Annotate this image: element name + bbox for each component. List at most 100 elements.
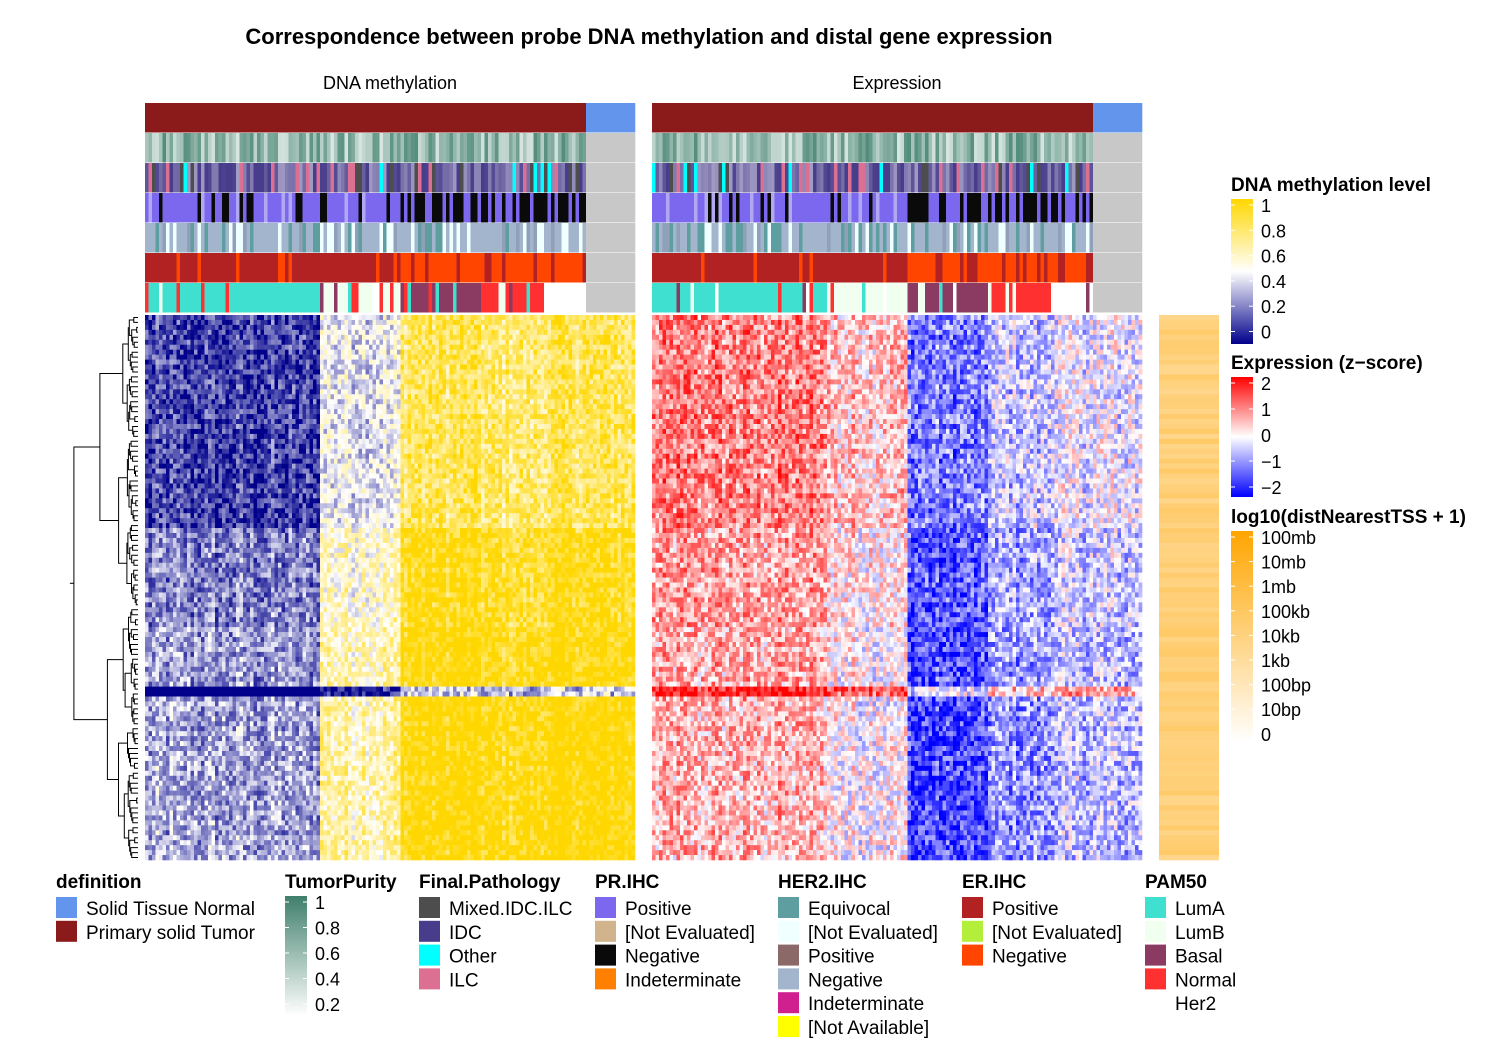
heatmap-cell-methylation (166, 602, 170, 607)
annotation-cell-TumorPurity (243, 133, 247, 163)
heatmap-cell-methylation (177, 374, 181, 379)
annotation-cell-Final.Pathology (1111, 163, 1115, 193)
annotation-cell-PR.IHC (1104, 193, 1108, 223)
annotation-cell-HER2.IHC (904, 223, 908, 253)
heatmap-cell-methylation (240, 464, 244, 469)
heatmap-cell-methylation (226, 340, 230, 345)
annotation-cell-ER.IHC (894, 253, 898, 283)
heatmap-cell-methylation (222, 374, 226, 379)
annotation-cell-PAM50 (957, 283, 961, 313)
heatmap-cell-methylation (187, 389, 191, 394)
annotation-cell-definition (467, 103, 471, 133)
heatmap-cell-methylation (166, 528, 170, 533)
heatmap-cell-methylation (159, 320, 163, 325)
heatmap-cell-methylation (212, 781, 216, 786)
annotation-cell-Final.Pathology (243, 163, 247, 193)
annotation-cell-PAM50 (1072, 283, 1076, 313)
annotation-cell-HER2.IHC (436, 223, 440, 253)
heatmap-cell-methylation (194, 855, 198, 860)
heatmap-cell-methylation (233, 835, 237, 840)
annotation-cell-definition (499, 103, 503, 133)
heatmap-cell-methylation (156, 424, 160, 429)
annotation-cell-PR.IHC (761, 193, 765, 223)
heatmap-bodies (145, 315, 1142, 860)
annotation-cell-PR.IHC (215, 193, 219, 223)
heatmap-cell-methylation (226, 716, 230, 721)
heatmap-cell-methylation (180, 459, 184, 464)
heatmap-cell-methylation (170, 697, 174, 702)
annotation-cell-Final.Pathology (803, 163, 807, 193)
annotation-cell-definition (404, 103, 408, 133)
annotation-cell-PAM50 (775, 283, 779, 313)
heatmap-cell-methylation (159, 716, 163, 721)
heatmap-cell-methylation (166, 389, 170, 394)
heatmap-cell-methylation (166, 588, 170, 593)
heatmap-cell-methylation (159, 389, 163, 394)
heatmap-cell-methylation (159, 315, 163, 320)
annotation-cell-definition (432, 103, 436, 133)
annotation-cell-Final.Pathology (1132, 163, 1136, 193)
heatmap-cell-methylation (156, 483, 160, 488)
heatmap-cell-methylation (152, 360, 156, 365)
annotation-cell-HER2.IHC (768, 223, 772, 253)
heatmap-cell-methylation (236, 810, 240, 815)
annotation-cell-PR.IHC (925, 193, 929, 223)
annotation-cell-TumorPurity (408, 133, 412, 163)
heatmap-cell-methylation (152, 439, 156, 444)
annotation-cell-PAM50 (1093, 283, 1097, 313)
heatmap-cell-methylation (229, 548, 233, 553)
heatmap-cell-methylation (173, 528, 177, 533)
heatmap-cell-methylation (229, 315, 233, 320)
heatmap-cell-methylation (163, 434, 167, 439)
heatmap-cell-methylation (187, 335, 191, 340)
heatmap-cell-methylation (173, 756, 177, 761)
heatmap-cell-methylation (166, 518, 170, 523)
heatmap-cell-methylation (201, 692, 205, 697)
annotation-cell-Final.Pathology (544, 163, 548, 193)
heatmap-cell-methylation (145, 845, 149, 850)
annotation-cell-ER.IHC (775, 253, 779, 283)
heatmap-cell-methylation (180, 439, 184, 444)
annotation-cell-ER.IHC (418, 253, 422, 283)
annotation-cell-TumorPurity (324, 133, 328, 163)
heatmap-cell-methylation (149, 404, 153, 409)
heatmap-cell-methylation (233, 320, 237, 325)
heatmap-cell-methylation (191, 355, 195, 360)
heatmap-cell-methylation (191, 687, 195, 692)
annotation-cell-ER.IHC (918, 253, 922, 283)
heatmap-cell-methylation (163, 558, 167, 563)
heatmap-cell-methylation (184, 464, 188, 469)
annotation-cell-TumorPurity (1069, 133, 1073, 163)
heatmap-cell-methylation (173, 771, 177, 776)
heatmap-cell-methylation (170, 434, 174, 439)
annotation-cell-PAM50 (572, 283, 576, 313)
annotation-cell-Final.Pathology (282, 163, 286, 193)
heatmap-cell-methylation (212, 508, 216, 513)
heatmap-cell-methylation (215, 692, 219, 697)
heatmap-cell-methylation (205, 459, 209, 464)
heatmap-cell-methylation (229, 716, 233, 721)
heatmap-cell-methylation (212, 335, 216, 340)
heatmap-cell-methylation (226, 474, 230, 479)
heatmap-cell-methylation (163, 682, 167, 687)
heatmap-cell-methylation (180, 682, 184, 687)
heatmap-cell-methylation (180, 766, 184, 771)
annotation-cell-PR.IHC (156, 193, 160, 223)
heatmap-cell-methylation (226, 652, 230, 657)
heatmap-cell-methylation (163, 404, 167, 409)
annotation-cell-TumorPurity (453, 133, 457, 163)
annotation-cell-HER2.IHC (974, 223, 978, 253)
heatmap-cell-methylation (201, 568, 205, 573)
heatmap-cell-methylation (191, 360, 195, 365)
heatmap-cell-methylation (152, 409, 156, 414)
annotation-cell-PAM50 (593, 283, 597, 313)
heatmap-cell-methylation (205, 607, 209, 612)
annotation-cell-HER2.IHC (597, 223, 601, 253)
heatmap-cell-methylation (145, 796, 149, 801)
annotation-cell-PR.IHC (254, 193, 258, 223)
heatmap-cell-methylation (163, 746, 167, 751)
heatmap-cell-methylation (163, 444, 167, 449)
heatmap-cell-methylation (233, 444, 237, 449)
annotation-cell-PR.IHC (883, 193, 887, 223)
heatmap-cell-methylation (149, 726, 153, 731)
